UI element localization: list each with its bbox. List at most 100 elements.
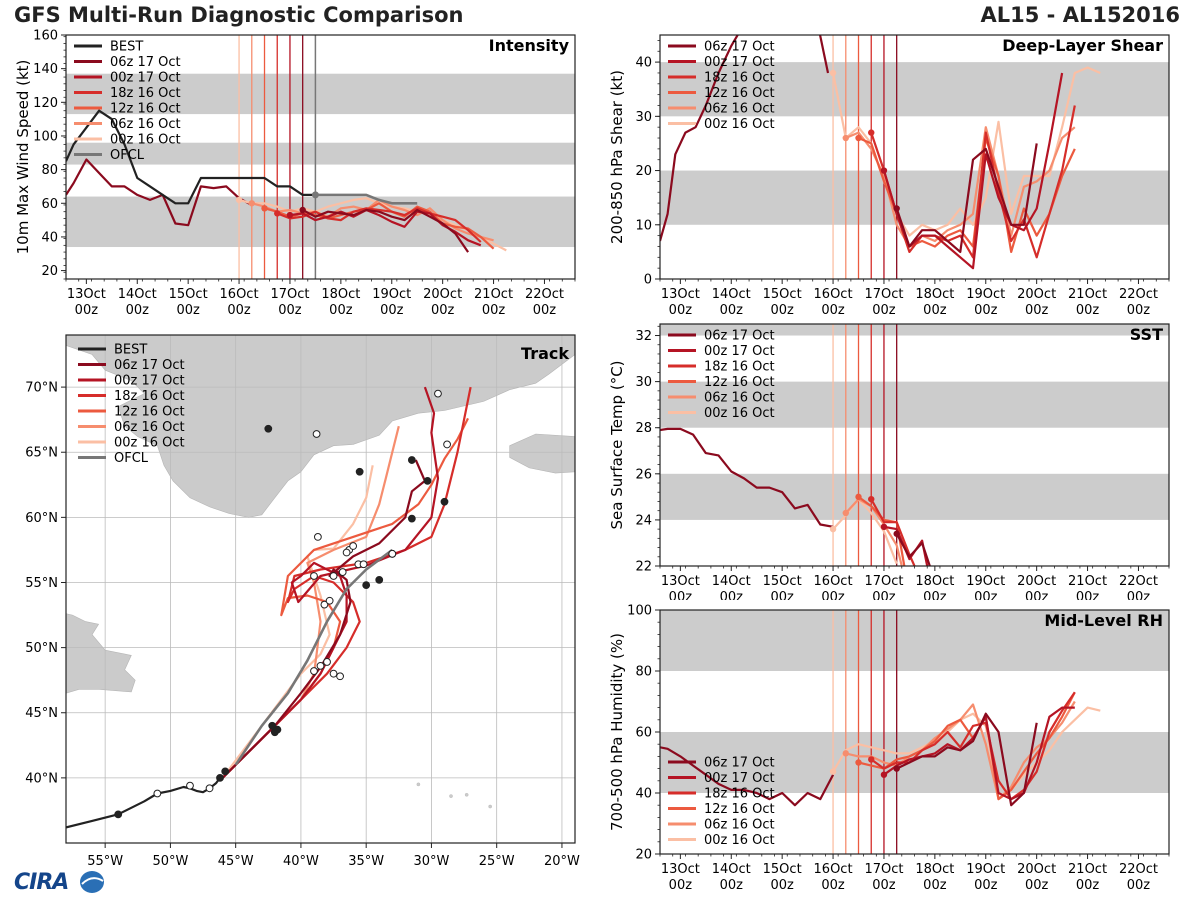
track-legend-label-1: 06z 17 Oct bbox=[114, 358, 185, 373]
shear-series-1 bbox=[882, 72, 1064, 270]
intensity-chart: 2040608010012014016013Oct00z14Oct00z15Oc… bbox=[14, 29, 576, 318]
sst-series-3-start-point bbox=[855, 493, 862, 501]
shear-ytick-label-0: 0 bbox=[644, 273, 652, 288]
track-series-1 bbox=[221, 386, 440, 779]
sst-xtick-sublabel-0: 00z bbox=[669, 590, 693, 600]
rh-legend-label-0: 06z 17 Oct bbox=[704, 756, 775, 771]
intensity-xtick-label-7: 20Oct bbox=[423, 287, 462, 302]
track-point-1 bbox=[216, 773, 224, 782]
track-ytick-label-0: 40°N bbox=[25, 771, 58, 786]
azores-island-2 bbox=[464, 793, 469, 797]
rh-xtick-sublabel-0: 00z bbox=[669, 878, 693, 893]
shear-xtick-sublabel-4: 00z bbox=[872, 303, 896, 318]
intensity-plot-area bbox=[66, 35, 575, 279]
track-point-18 bbox=[359, 560, 368, 569]
rh-series-4-start-point bbox=[842, 750, 849, 757]
cira-logo bbox=[80, 871, 104, 893]
rh-xtick-sublabel-2: 00z bbox=[770, 878, 794, 893]
track-point-10 bbox=[336, 672, 344, 681]
shear-legend-label-1: 00z 17 Oct bbox=[704, 55, 775, 70]
rh-xtick-sublabel-5: 00z bbox=[923, 878, 947, 893]
rh-ytick-label-3: 80 bbox=[635, 665, 652, 680]
shear-legend-label-3: 12z 16 Oct bbox=[704, 86, 775, 101]
track-legend-label-2: 00z 17 Oct bbox=[114, 374, 185, 389]
rh-ytick-label-2: 60 bbox=[635, 726, 652, 741]
rh-legend-label-5: 00z 16 Oct bbox=[704, 833, 775, 848]
shear-xtick-sublabel-3: 00z bbox=[821, 303, 845, 318]
intensity-xtick-label-6: 19Oct bbox=[372, 287, 411, 302]
iceland-landmass bbox=[509, 433, 575, 474]
intensity-series-5-start-point bbox=[235, 196, 243, 204]
shear-band-1 bbox=[660, 62, 1169, 117]
shear-series-2 bbox=[870, 105, 1076, 259]
sst-legend-label-3: 12z 16 Oct bbox=[704, 375, 775, 390]
sst-band-2 bbox=[660, 324, 1169, 336]
intensity-analysis-line bbox=[66, 158, 253, 227]
main-title: GFS Multi-Run Diagnostic Comparison bbox=[14, 3, 464, 27]
intensity-xtick-sublabel-0: 00z bbox=[75, 303, 99, 318]
sst-xtick-sublabel-2: 00z bbox=[770, 590, 794, 600]
shear-panel-title: Deep-Layer Shear bbox=[1002, 36, 1163, 55]
rh-xtick-label-7: 20Oct bbox=[1017, 862, 1056, 877]
track-xtick-label-4: 35°W bbox=[348, 854, 384, 869]
intensity-legend-label-4: 12z 16 Oct bbox=[110, 102, 181, 117]
sst-xtick-label-4: 17Oct bbox=[864, 574, 903, 589]
sst-ytick-label-2: 26 bbox=[635, 467, 652, 482]
rh-xtick-sublabel-1: 00z bbox=[720, 878, 744, 893]
sst-ytick-label-4: 30 bbox=[635, 375, 652, 390]
track-point-4 bbox=[268, 721, 277, 730]
rh-xtick-label-5: 18Oct bbox=[915, 862, 954, 877]
sst-series-4 bbox=[844, 498, 903, 566]
shear-xtick-label-1: 14Oct bbox=[712, 287, 751, 302]
rh-xtick-sublabel-9: 00z bbox=[1127, 878, 1151, 893]
shear-ytick-label-3: 30 bbox=[635, 110, 652, 125]
track-point-12 bbox=[423, 476, 432, 485]
rh-xtick-label-4: 17Oct bbox=[864, 862, 903, 877]
track-xtick-label-0: 55°W bbox=[87, 854, 123, 869]
shear-legend-label-2: 18z 16 Oct bbox=[704, 71, 775, 86]
intensity-ytick-label-2: 60 bbox=[41, 197, 58, 212]
intensity-xtick-sublabel-7: 00z bbox=[431, 303, 455, 318]
rh-ytick-label-0: 20 bbox=[635, 848, 652, 863]
intensity-legend-label-0: BEST bbox=[110, 40, 143, 55]
sst-xtick-sublabel-3: 00z bbox=[821, 590, 845, 600]
intensity-ytick-label-4: 100 bbox=[33, 129, 58, 144]
shear-ytick-label-4: 40 bbox=[635, 56, 652, 71]
sst-xtick-sublabel-6: 00z bbox=[974, 590, 998, 600]
track-point-21 bbox=[320, 600, 329, 609]
rh-legend-label-4: 06z 16 Oct bbox=[704, 818, 775, 833]
sst-ytick-label-0: 22 bbox=[635, 560, 652, 575]
track-point-24 bbox=[338, 568, 347, 576]
sst-legend-label-2: 18z 16 Oct bbox=[704, 360, 775, 375]
track-point-0 bbox=[205, 784, 214, 793]
intensity-legend-label-1: 06z 17 Oct bbox=[110, 55, 181, 70]
intensity-series-1-start-point bbox=[286, 211, 294, 219]
intensity-xtick-label-1: 14Oct bbox=[118, 287, 157, 302]
sst-series-0 bbox=[895, 533, 931, 566]
shear-xtick-label-5: 18Oct bbox=[915, 287, 954, 302]
track-point-5 bbox=[273, 725, 282, 734]
shear-series-1-start-point bbox=[880, 167, 888, 174]
sst-series-2-start-point bbox=[868, 495, 875, 503]
track-point-28 bbox=[342, 548, 351, 557]
shear-xtick-sublabel-1: 00z bbox=[720, 303, 744, 318]
shear-series-4 bbox=[845, 126, 1076, 248]
rh-series-5 bbox=[832, 706, 1101, 801]
rh-chart: 2040608010013Oct00z14Oct00z15Oct00z16Oct… bbox=[608, 604, 1170, 893]
sst-band-1 bbox=[660, 381, 1169, 428]
sst-xtick-label-5: 18Oct bbox=[915, 574, 954, 589]
rh-legend-label-3: 12z 16 Oct bbox=[704, 802, 775, 817]
track-frame bbox=[65, 334, 576, 844]
track-legend-label-5: 06z 16 Oct bbox=[114, 420, 185, 435]
track-point-9 bbox=[329, 669, 338, 678]
sst-series-5-start-point bbox=[829, 525, 837, 533]
intensity-xtick-label-8: 21Oct bbox=[474, 287, 513, 302]
track-best-point-1 bbox=[153, 789, 162, 798]
shear-ytick-label-2: 20 bbox=[635, 164, 652, 179]
rh-series-0-start-point bbox=[893, 765, 900, 772]
shear-xtick-sublabel-0: 00z bbox=[669, 303, 693, 318]
sst-ytick-label-1: 24 bbox=[635, 513, 652, 528]
azores-island-3 bbox=[488, 804, 492, 809]
intensity-xtick-label-2: 15Oct bbox=[169, 287, 208, 302]
